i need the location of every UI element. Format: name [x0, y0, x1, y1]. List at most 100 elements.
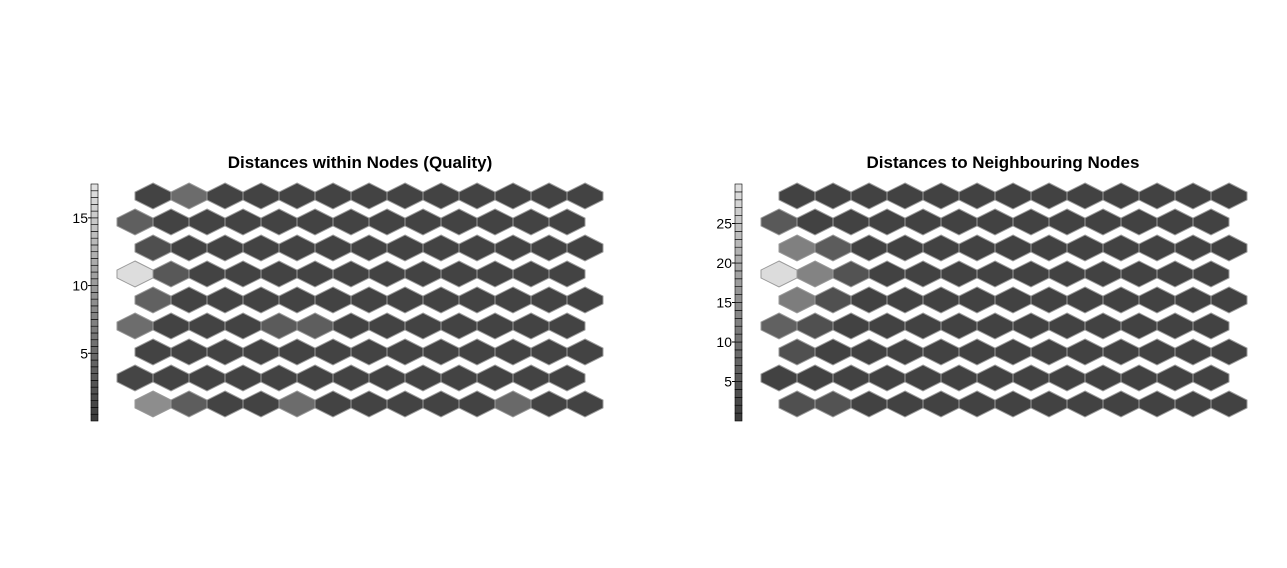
- colorbar-tick-label: 5: [80, 345, 88, 361]
- hex-cell-r4-c10: [1138, 286, 1176, 314]
- hex-cell-r1-c3: [868, 208, 906, 236]
- hex-cell-r1-c0: [116, 208, 154, 236]
- hex-cell-r0-c7: [1030, 182, 1068, 210]
- hex-cell-r0-c8: [1066, 182, 1104, 210]
- colorbar-segment: [90, 305, 99, 313]
- hex-cell-r6-c11: [530, 338, 568, 366]
- colorbar-segment: [734, 357, 743, 366]
- hex-cell-r8-c9: [458, 390, 496, 418]
- hex-cell-r6-c3: [242, 338, 280, 366]
- hex-cell-r3-c7: [1012, 260, 1050, 288]
- colorbar-segment: [734, 191, 743, 201]
- colorbar-segment: [90, 264, 99, 273]
- hex-cell-r1-c11: [1156, 208, 1194, 236]
- colorbar-segment: [734, 286, 743, 295]
- colorbar-segment: [90, 346, 99, 354]
- hex-cell-r6-c8: [1066, 338, 1104, 366]
- colorbar-segment: [734, 215, 743, 224]
- hex-cell-r5-c2: [188, 312, 226, 340]
- hex-cell-r0-c7: [386, 182, 424, 210]
- hex-cell-r4-c8: [1066, 286, 1104, 314]
- hex-cell-r4-c7: [386, 286, 424, 314]
- colorbar-segment: [734, 207, 743, 216]
- hex-cell-r4-c5: [314, 286, 352, 314]
- colorbar-tick-label: 20: [716, 255, 732, 271]
- hex-cell-r4-c3: [886, 286, 924, 314]
- hex-cell-r2-c7: [386, 234, 424, 262]
- hex-cell-r8-c8: [1066, 390, 1104, 418]
- hex-cell-r8-c3: [242, 390, 280, 418]
- hex-cell-r7-c1: [152, 364, 190, 392]
- hex-cell-r3-c4: [260, 260, 298, 288]
- hex-cell-r5-c9: [440, 312, 478, 340]
- hex-cell-r2-c11: [1174, 234, 1212, 262]
- hex-cell-r6-c5: [958, 338, 996, 366]
- hex-cell-r1-c12: [1192, 208, 1230, 236]
- hex-cell-r7-c0: [760, 364, 798, 392]
- hex-cell-r3-c10: [1120, 260, 1158, 288]
- hex-cell-r5-c6: [332, 312, 370, 340]
- colorbar-segment: [90, 278, 99, 286]
- hex-cell-r7-c7: [1012, 364, 1050, 392]
- hex-cell-r3-c12: [548, 260, 586, 288]
- colorbar-segment: [734, 349, 743, 359]
- hex-cell-r3-c9: [440, 260, 478, 288]
- hex-cell-r5-c1: [152, 312, 190, 340]
- hex-cell-r4-c1: [170, 286, 208, 314]
- hex-cell-r3-c8: [1048, 260, 1086, 288]
- hex-cell-r6-c7: [1030, 338, 1068, 366]
- hex-cell-r7-c10: [476, 364, 514, 392]
- hex-cell-r3-c6: [332, 260, 370, 288]
- hex-cell-r6-c4: [278, 338, 316, 366]
- hex-cell-r1-c1: [796, 208, 834, 236]
- hex-cell-r3-c9: [1084, 260, 1122, 288]
- hex-cell-r8-c10: [494, 390, 532, 418]
- hex-cell-r7-c9: [1084, 364, 1122, 392]
- hex-cell-r5-c12: [1192, 312, 1230, 340]
- hex-cell-r8-c0: [134, 390, 172, 418]
- colorbar-segment: [90, 190, 99, 198]
- hex-cell-r3-c1: [796, 260, 834, 288]
- hex-cell-r0-c1: [170, 182, 208, 210]
- hex-cell-r0-c1: [814, 182, 852, 210]
- hex-cell-r0-c5: [314, 182, 352, 210]
- colorbar-tick-label: 25: [716, 216, 732, 232]
- hex-cell-r5-c10: [476, 312, 514, 340]
- hex-cell-r1-c4: [904, 208, 942, 236]
- hex-cell-r4-c9: [458, 286, 496, 314]
- hex-cell-r2-c10: [494, 234, 532, 262]
- colorbar-tick-label: 10: [72, 278, 88, 294]
- hex-cell-r5-c10: [1120, 312, 1158, 340]
- hex-cell-r1-c10: [476, 208, 514, 236]
- hex-cell-r6-c11: [1174, 338, 1212, 366]
- hex-cell-r8-c12: [1210, 390, 1248, 418]
- colorbar-segment: [734, 270, 743, 280]
- hex-cell-r1-c11: [512, 208, 550, 236]
- hex-cell-r8-c0: [778, 390, 816, 418]
- hex-cell-r7-c6: [332, 364, 370, 392]
- hex-cell-r4-c11: [1174, 286, 1212, 314]
- hex-cell-r1-c1: [152, 208, 190, 236]
- hex-cell-r5-c6: [976, 312, 1014, 340]
- colorbar-segment: [734, 183, 743, 193]
- hex-cell-r5-c8: [404, 312, 442, 340]
- hex-cell-r2-c1: [814, 234, 852, 262]
- colorbar-segment: [734, 381, 743, 390]
- hex-cell-r2-c2: [850, 234, 888, 262]
- hex-cell-r7-c5: [296, 364, 334, 392]
- hex-cell-r2-c9: [1102, 234, 1140, 262]
- hex-cell-r2-c5: [314, 234, 352, 262]
- hex-cell-r4-c2: [206, 286, 244, 314]
- hex-cell-r1-c10: [1120, 208, 1158, 236]
- hex-cell-r7-c9: [440, 364, 478, 392]
- colorbar-segment: [90, 258, 99, 266]
- hex-cell-r8-c9: [1102, 390, 1140, 418]
- hex-cell-r3-c6: [976, 260, 1014, 288]
- hex-cell-r7-c2: [188, 364, 226, 392]
- colorbar-segment: [90, 298, 99, 307]
- hex-cell-r0-c3: [886, 182, 924, 210]
- colorbar: 5 10 15 20 25: [716, 183, 743, 422]
- hex-cell-r8-c5: [958, 390, 996, 418]
- colorbar-segment: [90, 366, 99, 374]
- hex-cell-r2-c11: [530, 234, 568, 262]
